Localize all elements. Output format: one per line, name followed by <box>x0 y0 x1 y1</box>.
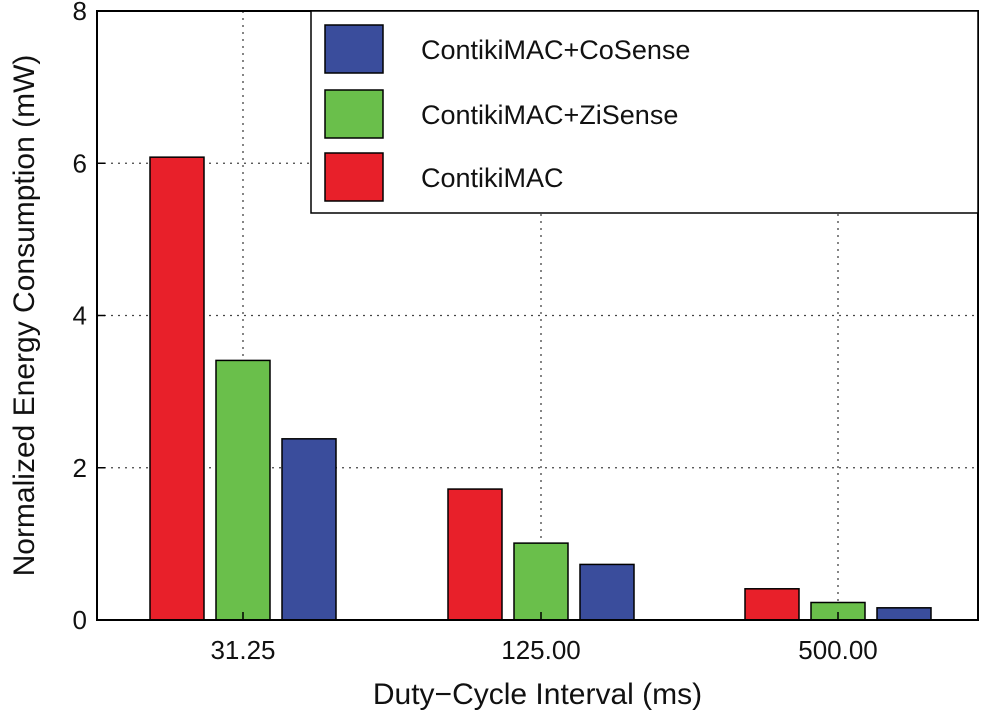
legend-swatch-2 <box>324 152 384 202</box>
bar-contikimac-125-00 <box>447 488 503 621</box>
legend-swatch-0 <box>324 24 384 74</box>
y-tick-label-3: 6 <box>73 148 87 178</box>
bar-contikimac-500-00 <box>744 588 800 621</box>
y-tick-label-1: 2 <box>73 453 87 483</box>
bar-contikimac-zisense-31-25 <box>215 359 271 621</box>
legend-swatch-1 <box>324 89 384 139</box>
x-axis-ticks: 31.25 125.00 500.00 <box>210 612 878 665</box>
bar-contikimac-zisense-125-00 <box>513 542 569 621</box>
y-axis-label: Normalized Energy Consumption (mW) <box>8 55 41 577</box>
legend-box <box>310 10 979 214</box>
y-tick-label-0: 0 <box>73 605 87 635</box>
bars <box>149 156 932 621</box>
legend-label-2: ContikiMAC <box>421 163 564 193</box>
x-tick-label-0: 31.25 <box>210 635 275 665</box>
y-axis-ticks: 0 2 4 6 8 <box>73 0 105 635</box>
legend: ContikiMAC+CoSense ContikiMAC+ZiSense Cont… <box>310 10 979 214</box>
bar-contikimac-cosense-500-00 <box>876 607 932 621</box>
y-tick-label-2: 4 <box>73 301 87 331</box>
legend-label-1: ContikiMAC+ZiSense <box>421 100 678 130</box>
bar-contikimac-cosense-125-00 <box>579 563 635 621</box>
bar-contikimac-31-25 <box>149 156 205 621</box>
y-tick-label-4: 8 <box>73 0 87 26</box>
legend-label-0: ContikiMAC+CoSense <box>421 35 690 65</box>
x-axis-label: Duty−Cycle Interval (ms) <box>373 678 702 711</box>
x-tick-label-2: 500.00 <box>798 635 878 665</box>
x-tick-label-1: 125.00 <box>501 635 581 665</box>
bar-contikimac-cosense-31-25 <box>281 438 337 621</box>
